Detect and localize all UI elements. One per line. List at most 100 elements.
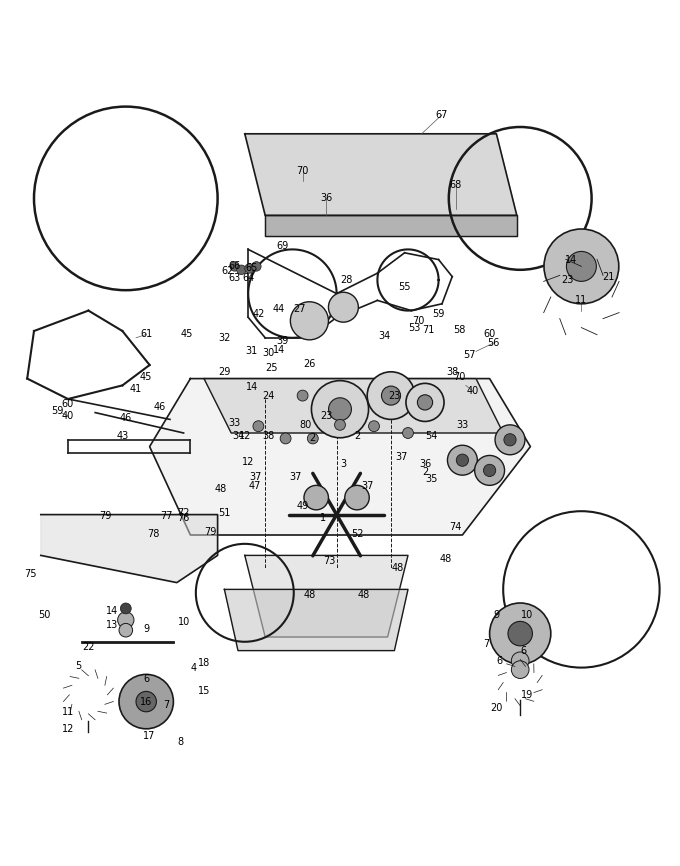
Text: 9: 9 — [143, 624, 150, 634]
Text: 53: 53 — [409, 323, 421, 333]
Text: 23: 23 — [388, 391, 401, 401]
Text: 14: 14 — [245, 382, 258, 391]
Text: 56: 56 — [487, 339, 499, 348]
Text: 6: 6 — [496, 656, 503, 666]
Text: 46: 46 — [154, 402, 166, 412]
Circle shape — [290, 301, 328, 339]
Text: 45: 45 — [140, 372, 152, 382]
Circle shape — [119, 675, 173, 729]
Text: 2: 2 — [309, 434, 316, 443]
Circle shape — [511, 652, 529, 669]
Circle shape — [566, 251, 596, 281]
Text: 63: 63 — [228, 273, 241, 283]
Text: 72: 72 — [177, 508, 190, 518]
Text: 19: 19 — [521, 690, 533, 700]
Text: 8: 8 — [177, 738, 184, 747]
Text: 12: 12 — [62, 724, 74, 734]
Text: 6: 6 — [143, 674, 150, 684]
Text: 3: 3 — [340, 459, 347, 469]
Circle shape — [335, 419, 345, 430]
Text: 35: 35 — [426, 475, 438, 484]
Text: 67: 67 — [436, 110, 448, 120]
Circle shape — [120, 603, 131, 614]
Circle shape — [406, 384, 444, 422]
Text: 75: 75 — [24, 570, 37, 579]
Text: 30: 30 — [262, 348, 275, 358]
Text: 76: 76 — [177, 513, 190, 523]
Text: 18: 18 — [198, 658, 210, 668]
Text: 70: 70 — [296, 166, 309, 176]
Text: 50: 50 — [38, 611, 50, 620]
Text: 14: 14 — [106, 606, 118, 617]
Circle shape — [511, 661, 529, 678]
Text: 60: 60 — [62, 399, 74, 410]
Circle shape — [311, 381, 369, 437]
Text: 70: 70 — [453, 372, 465, 382]
Text: 36: 36 — [320, 193, 333, 204]
Text: 12: 12 — [242, 457, 254, 468]
Text: 37: 37 — [395, 452, 407, 462]
Circle shape — [504, 434, 516, 446]
Text: 49: 49 — [296, 501, 309, 512]
Text: 48: 48 — [358, 590, 370, 600]
Circle shape — [297, 391, 308, 401]
Text: 40: 40 — [62, 411, 74, 421]
Text: 59: 59 — [432, 309, 445, 319]
Circle shape — [418, 395, 432, 410]
Text: 71: 71 — [422, 325, 435, 334]
Text: 34: 34 — [378, 332, 390, 341]
Circle shape — [403, 428, 413, 438]
Circle shape — [475, 456, 505, 485]
Text: 46: 46 — [120, 413, 132, 423]
Text: 51: 51 — [218, 508, 231, 518]
Text: 48: 48 — [439, 553, 452, 564]
Text: 45: 45 — [181, 329, 193, 339]
Text: 60: 60 — [483, 329, 496, 339]
Text: 15: 15 — [198, 687, 210, 696]
Text: 42: 42 — [252, 309, 265, 319]
Text: 34: 34 — [232, 431, 244, 442]
Text: 73: 73 — [324, 556, 336, 565]
Text: 14: 14 — [273, 345, 285, 355]
Text: 78: 78 — [147, 528, 159, 539]
Text: 17: 17 — [143, 731, 156, 740]
Text: 20: 20 — [490, 703, 503, 714]
Text: 36: 36 — [419, 459, 431, 469]
Text: 21: 21 — [602, 272, 615, 281]
Text: 13: 13 — [106, 620, 118, 630]
Text: 38: 38 — [262, 431, 275, 442]
Circle shape — [118, 612, 134, 628]
Text: 10: 10 — [177, 617, 190, 627]
Circle shape — [230, 262, 239, 271]
Text: 74: 74 — [449, 522, 462, 532]
Text: 68: 68 — [449, 180, 462, 190]
Circle shape — [483, 464, 496, 476]
Text: 6: 6 — [520, 645, 527, 656]
Text: 37: 37 — [249, 472, 261, 482]
Text: 31: 31 — [245, 346, 258, 357]
Circle shape — [280, 433, 291, 444]
Text: 79: 79 — [205, 527, 217, 537]
Circle shape — [119, 624, 133, 637]
Text: 1: 1 — [320, 513, 326, 523]
Circle shape — [253, 421, 264, 431]
Circle shape — [237, 265, 246, 275]
Text: 5: 5 — [75, 661, 82, 670]
Text: 7: 7 — [163, 700, 170, 710]
Circle shape — [245, 263, 254, 273]
Text: 2: 2 — [354, 431, 360, 442]
Circle shape — [252, 262, 261, 271]
Text: 28: 28 — [341, 275, 353, 285]
Circle shape — [307, 433, 318, 444]
Text: 10: 10 — [521, 611, 533, 620]
Polygon shape — [204, 378, 503, 433]
Circle shape — [369, 421, 379, 431]
Text: 11: 11 — [575, 295, 588, 306]
Text: 32: 32 — [218, 333, 231, 343]
Circle shape — [508, 622, 532, 646]
Text: 14: 14 — [565, 255, 577, 265]
Text: 55: 55 — [398, 281, 411, 292]
Text: 40: 40 — [466, 386, 479, 396]
Text: 69: 69 — [276, 241, 288, 251]
Text: 29: 29 — [218, 367, 231, 377]
